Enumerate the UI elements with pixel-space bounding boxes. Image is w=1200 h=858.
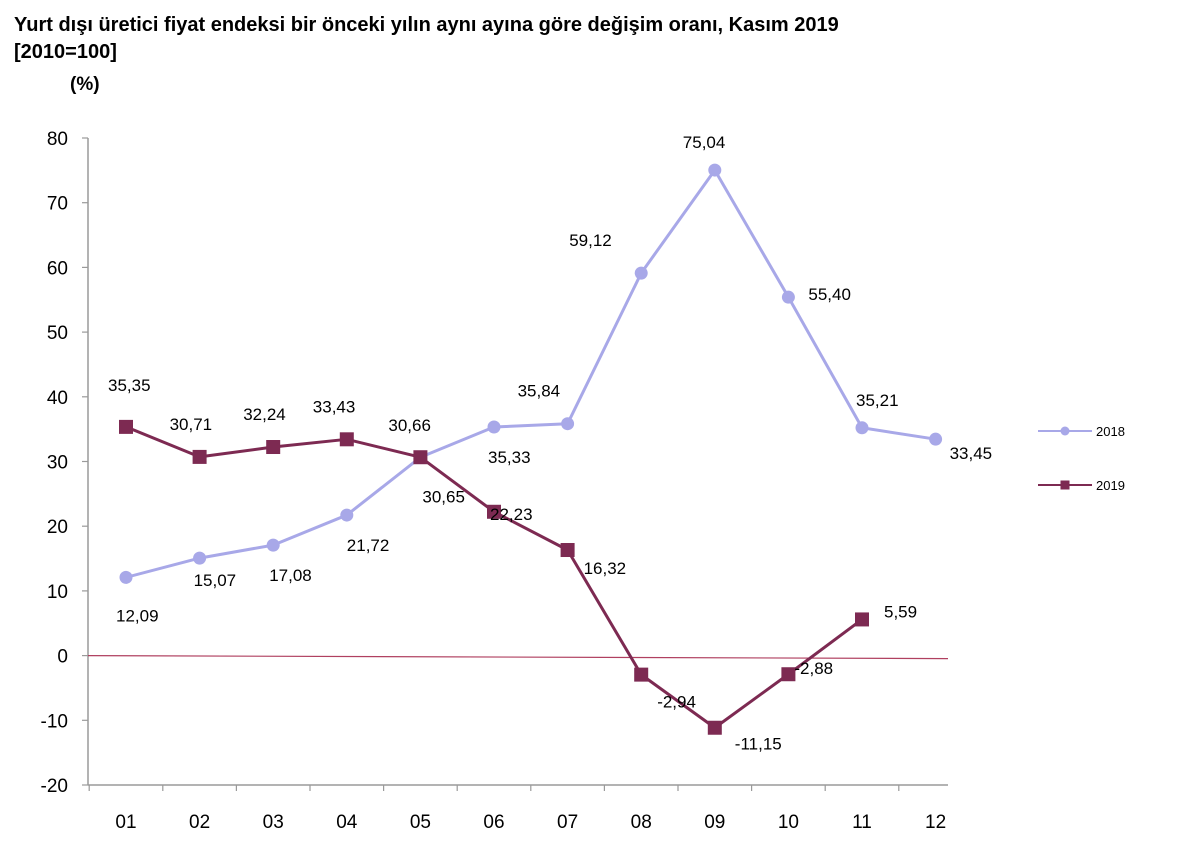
- point-2019-02: [192, 449, 207, 464]
- zero-line: [87, 654, 949, 660]
- point-2018-01: [119, 570, 133, 584]
- x-tick-label: 03: [263, 812, 284, 833]
- legend-marker-2019: [1060, 480, 1070, 490]
- chart-title-line-2: [2010=100]: [14, 41, 117, 63]
- point-2019-04: [339, 432, 354, 447]
- data-label-2019-05: 30,66: [388, 416, 431, 435]
- point-2018-10: [781, 290, 795, 304]
- data-label-2019-01: 35,35: [108, 376, 151, 395]
- x-tick-label: 07: [557, 812, 578, 833]
- data-label-2019-07: 16,32: [584, 559, 627, 578]
- point-2018-02: [193, 551, 207, 565]
- x-tick-label: 02: [189, 812, 210, 833]
- point-2018-04: [340, 508, 354, 522]
- x-tick-label: 12: [925, 812, 946, 833]
- series-line-2019: [125, 425, 863, 730]
- data-label-2019-03: 32,24: [243, 405, 286, 424]
- data-label-2018-07: 35,84: [518, 382, 561, 401]
- x-tick-label: 09: [704, 812, 725, 833]
- data-label-2019-06: 22,23: [490, 505, 533, 524]
- point-2018-08: [634, 266, 648, 280]
- point-2019-05: [413, 450, 428, 465]
- data-label-2018-10: 55,40: [808, 285, 851, 304]
- point-2019-10: [781, 667, 796, 682]
- chart-title: Yurt dışı üretici fiyat endeksi bir önce…: [14, 12, 839, 66]
- data-label-2019-02: 30,71: [170, 415, 213, 434]
- point-2019-08: [634, 667, 649, 682]
- y-tick-label: 0: [57, 647, 68, 668]
- series-lines: [125, 168, 936, 730]
- data-label-2019-10: -2,88: [794, 659, 833, 678]
- legend-marker-2018: [1060, 426, 1070, 436]
- point-2019-03: [266, 440, 281, 455]
- x-tick-label: 11: [852, 812, 872, 833]
- axes: [82, 137, 949, 791]
- point-2019-09: [707, 720, 722, 735]
- y-tick-label: 50: [47, 323, 68, 344]
- point-2019-01: [119, 419, 133, 434]
- data-label-2018-09: 75,04: [683, 133, 726, 152]
- data-label-2018-02: 15,07: [194, 571, 237, 590]
- x-tick-label: 05: [410, 812, 431, 833]
- point-2018-06: [487, 420, 501, 434]
- point-2018-12: [929, 432, 943, 446]
- y-tick-label: -20: [41, 776, 68, 797]
- point-2019-06: [487, 504, 501, 519]
- data-label-2018-05: 30,65: [422, 487, 465, 506]
- legend: 2018 2019: [1038, 424, 1125, 493]
- data-label-2019-08: -2,94: [657, 693, 696, 712]
- x-tick-label: 01: [115, 812, 136, 833]
- legend-label-2018: 2018: [1096, 424, 1125, 439]
- data-label-2018-06: 35,33: [488, 448, 531, 467]
- data-label-2019-11: 5,59: [884, 602, 917, 621]
- y-tick-label: 60: [47, 258, 68, 279]
- point-2018-03: [266, 538, 280, 552]
- data-labels: 12,09 15,07 17,08 21,72 30,65 35,33 35,84 59,12…: [108, 133, 992, 754]
- point-2018-09: [708, 163, 722, 177]
- data-label-2018-08: 59,12: [569, 231, 612, 250]
- x-tick-label: 04: [336, 812, 358, 833]
- y-axis-unit: (%): [70, 74, 100, 95]
- y-tick-label: 20: [47, 517, 68, 538]
- legend-label-2019: 2019: [1096, 478, 1125, 493]
- y-tick-label: 70: [47, 194, 68, 215]
- data-label-2018-11: 35,21: [856, 391, 899, 410]
- series-line-2018: [125, 168, 936, 579]
- chart-title-line-1: Yurt dışı üretici fiyat endeksi bir önce…: [14, 14, 839, 36]
- data-label-2018-01: 12,09: [116, 606, 159, 625]
- data-label-2018-04: 21,72: [347, 536, 390, 555]
- x-tick-label: 06: [483, 812, 504, 833]
- point-2018-07: [561, 417, 575, 431]
- tick-labels: -20 -10 0 10 20 30 40 50 60 70 80 01 02 03 04 05 06 07 08 0…: [41, 129, 947, 833]
- y-tick-label: 30: [47, 453, 68, 474]
- data-label-2019-04: 33,43: [313, 397, 356, 416]
- y-tick-label: -10: [41, 711, 68, 732]
- x-tick-label: 10: [778, 812, 799, 833]
- point-2019-07: [560, 543, 575, 558]
- x-tick-label: 08: [631, 812, 652, 833]
- data-label-2018-03: 17,08: [269, 566, 312, 585]
- y-tick-label: 10: [47, 582, 68, 603]
- y-tick-label: 80: [47, 129, 68, 150]
- series-markers: [119, 163, 943, 735]
- point-2019-11: [855, 612, 869, 627]
- data-label-2018-12: 33,45: [950, 444, 993, 463]
- point-2018-11: [855, 421, 869, 435]
- y-tick-label: 40: [47, 388, 68, 409]
- data-label-2019-09: -11,15: [735, 735, 782, 754]
